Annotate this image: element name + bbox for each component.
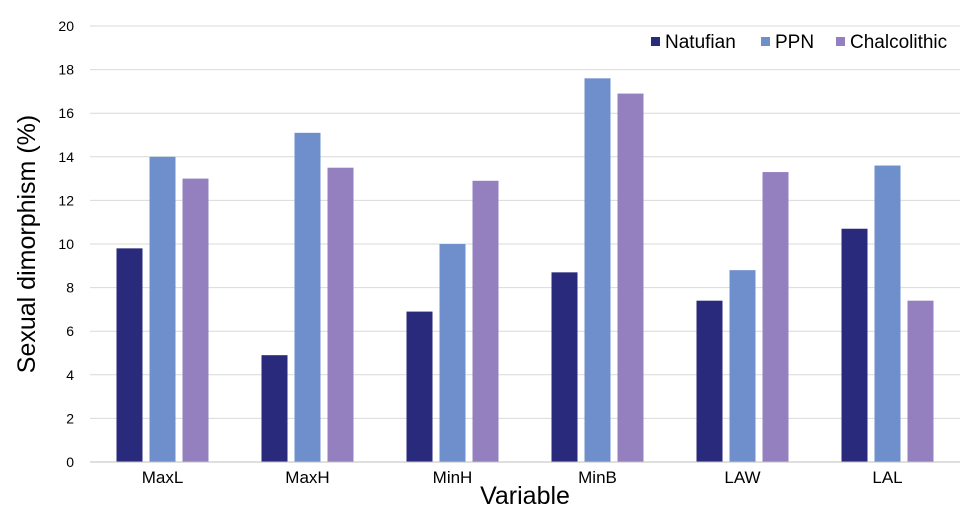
bar-ppn-lal [874, 165, 901, 462]
bar-chalcolithic-minb [617, 93, 644, 462]
legend-label-natufian: Natufian [665, 32, 736, 53]
bars [116, 78, 934, 463]
bar-natufian-minb [551, 272, 578, 462]
y-axis-title: Sexual dimorphism (%) [13, 115, 41, 373]
x-tick-label: MaxL [142, 468, 184, 487]
bar-chalcolithic-lal [907, 300, 934, 462]
bar-ppn-minb [584, 78, 611, 462]
bar-ppn-minh [439, 244, 466, 462]
x-axis-title: Variable [480, 482, 570, 508]
bar-natufian-lal [841, 228, 868, 462]
legend: Natufian PPN Chalcolithic [651, 32, 947, 53]
bar-ppn-maxl [149, 156, 176, 463]
y-axis-ticks: 0 2 4 6 8 10 12 14 16 18 20 [58, 18, 74, 470]
x-tick-label: LAW [724, 468, 760, 487]
bar-natufian-maxl [116, 248, 143, 462]
y-tick-label: 12 [58, 192, 74, 208]
y-tick-label: 18 [58, 62, 74, 78]
legend-swatch-chalcolithic [836, 37, 845, 46]
bar-chalcolithic-minh [472, 180, 499, 462]
bar-ppn-maxh [294, 132, 321, 462]
legend-label-ppn: PPN [775, 32, 814, 53]
bar-chalcolithic-maxl [182, 178, 209, 462]
bar-ppn-law [729, 270, 756, 462]
x-tick-label: MinB [578, 468, 617, 487]
bar-chalcolithic-maxh [327, 167, 354, 462]
legend-label-chalcolithic: Chalcolithic [850, 32, 947, 53]
y-tick-label: 10 [58, 236, 74, 252]
bar-natufian-minh [406, 311, 433, 462]
y-tick-label: 16 [58, 105, 74, 121]
x-tick-label: MaxH [285, 468, 329, 487]
legend-swatch-ppn [761, 37, 770, 46]
bar-chalcolithic-law [762, 172, 789, 462]
x-tick-label: MinH [433, 468, 473, 487]
y-tick-label: 2 [66, 410, 74, 426]
x-tick-label: LAL [872, 468, 902, 487]
x-axis-category-labels: MaxL MaxH MinH MinB LAW LAL [142, 468, 903, 487]
bar-natufian-maxh [261, 355, 288, 462]
y-tick-label: 14 [58, 149, 74, 165]
gridlines [90, 25, 960, 419]
y-tick-label: 8 [66, 280, 74, 296]
y-tick-label: 20 [58, 18, 74, 34]
bar-natufian-law [696, 300, 723, 462]
y-tick-label: 0 [66, 454, 74, 470]
y-tick-label: 4 [66, 367, 74, 383]
y-tick-label: 6 [66, 323, 74, 339]
legend-swatch-natufian [651, 37, 660, 46]
